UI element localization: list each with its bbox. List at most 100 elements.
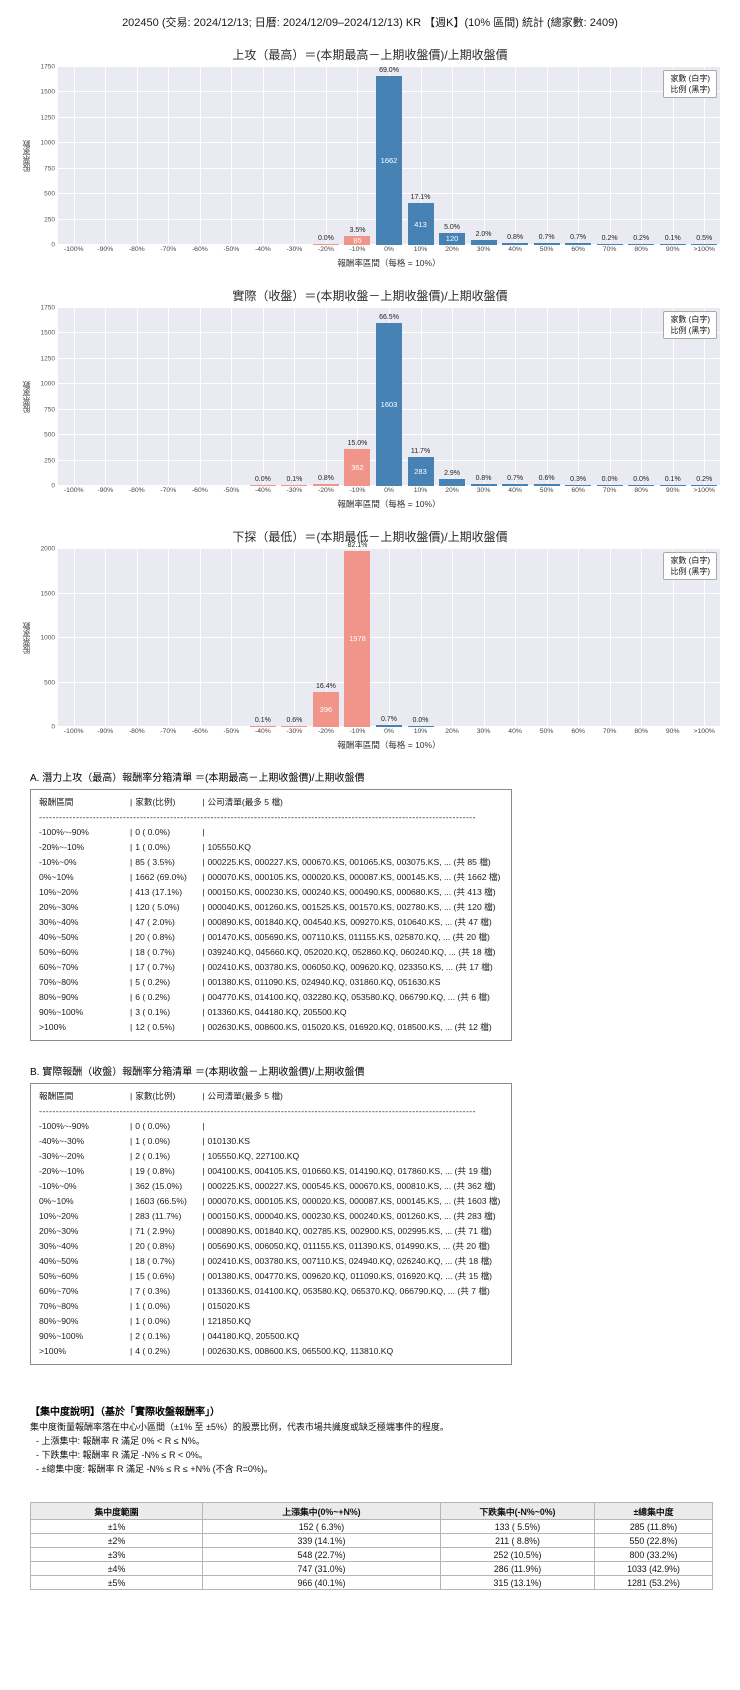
concentration-heading: 【集中度說明】（基於「實際收盤報酬率」） [30, 1407, 220, 1418]
separator: | [202, 932, 205, 942]
separator: | [202, 1286, 205, 1296]
y-tick-label: 1250 [40, 114, 55, 122]
bar-20% [439, 478, 466, 486]
bin-count: 19 ( 0.8%) [135, 1166, 175, 1176]
bar-50% [533, 243, 560, 245]
y-axis-title: 股票家數 [20, 549, 32, 727]
x-tick-label: -30% [286, 246, 303, 253]
v-gridline [483, 549, 485, 727]
y-tick-label: 1750 [40, 304, 55, 312]
separator: | [130, 1331, 133, 1341]
bar-70% [596, 485, 623, 486]
list-row: -40%~-30% | 1 ( 0.0%) | 010130.KS [39, 1134, 503, 1149]
separator-line: ----------------------------------------… [39, 812, 477, 822]
bar-90% [659, 244, 686, 245]
bar--20% [312, 691, 339, 727]
x-tick-label: 50% [539, 487, 554, 494]
bar-pct-label: 0.1% [664, 476, 681, 483]
separator: | [202, 992, 205, 1002]
bin-count: 47 ( 2.0%) [135, 917, 175, 927]
separator: | [202, 1226, 205, 1236]
y-tick-label: 500 [44, 190, 55, 198]
list-row: -100%~-90% | 0 ( 0.0%) | [39, 1119, 503, 1134]
bar-0% [376, 75, 402, 245]
x-tick-label: 60% [571, 246, 585, 253]
x-tick-label: -20% [318, 487, 334, 494]
x-tick-label: -70% [160, 246, 177, 253]
table-cell: ±5% [30, 1575, 203, 1590]
separator: | [202, 1166, 205, 1176]
x-tick-label: 10% [413, 487, 428, 494]
bar--40% [249, 485, 276, 486]
bar-pct-label: 3.5% [349, 227, 366, 235]
bar-pct-label: 0.0% [601, 476, 618, 483]
x-tick-label: >100% [693, 246, 715, 253]
v-gridline [389, 549, 390, 727]
table-cell: ±4% [30, 1561, 203, 1576]
bar-pct-label: 15.0% [347, 440, 368, 448]
bin-range: 0%~10% [39, 872, 74, 882]
v-gridline [515, 67, 517, 245]
v-gridline [420, 308, 422, 486]
list-row: 0%~10% | 1662 (69.0%) | 000070.KS, 000105.KS… [39, 870, 503, 885]
bar-pct-label: 2.9% [444, 469, 461, 477]
v-gridline [515, 549, 517, 727]
chart-legend: 家數 (白字) 比例 (黑字) [663, 311, 717, 339]
h-gridline [58, 548, 720, 549]
bin-count: 1 ( 0.0%) [135, 1301, 171, 1311]
bar-pct-label: 0.8% [507, 233, 524, 241]
bar-70% [596, 244, 623, 245]
list-row: 80%~90% | 6 ( 0.2%) | 004770.KS, 014100.KQ, … [39, 990, 503, 1005]
separator: | [202, 1316, 205, 1326]
v-gridline [73, 308, 75, 486]
bin-range: 10%~20% [39, 1211, 79, 1221]
bar-pct-label: 0.6% [538, 475, 555, 483]
bin-count: 7 ( 0.3%) [135, 1286, 171, 1296]
bin-count: 18 ( 0.7%) [135, 1256, 175, 1266]
bar-count-label: 1978 [349, 634, 366, 644]
bar-count-label: 362 [351, 463, 364, 473]
bin-range: 50%~60% [39, 1271, 79, 1281]
list-row: 20%~30% | 71 ( 2.9%) | 000890.KS, 001840.KQ,… [39, 1224, 503, 1239]
bin-range: 60%~70% [39, 1286, 79, 1296]
y-tick-label: 1000 [40, 139, 55, 147]
v-gridline [325, 67, 327, 245]
bin-range: 90%~100% [39, 1331, 84, 1341]
x-tick-label: >100% [693, 728, 715, 735]
bin-range: 20%~30% [39, 902, 79, 912]
bar-pct-label: 0.1% [286, 476, 303, 483]
separator: | [202, 857, 205, 867]
bin-companies: 000150.KS, 000230.KS, 000240.KS, 000490.… [207, 887, 496, 897]
bin-companies: 000070.KS, 000105.KS, 000020.KS, 000087.… [207, 1196, 501, 1206]
bin-range: 40%~50% [39, 1256, 79, 1266]
x-tick-label: -10% [349, 487, 366, 494]
separator: | [130, 1316, 133, 1326]
bin-companies: 002630.KS, 008600.KS, 065500.KQ, 113810.… [207, 1346, 394, 1356]
separator: | [202, 1151, 205, 1161]
separator: | [130, 992, 133, 1002]
x-tick-label: 10% [413, 728, 428, 735]
x-ticks: -100% -90% -80% -70% -60% -50% -40% -30% -20% -10… [58, 486, 720, 497]
x-tick-label: -40% [254, 487, 271, 494]
bin-range: 90%~100% [39, 1007, 84, 1017]
bar-pct-label: 69.0% [379, 66, 399, 74]
bin-range: 30%~40% [39, 1241, 79, 1251]
separator: | [202, 1091, 205, 1101]
bar-pct-label: 0.8% [475, 474, 492, 482]
x-tick-label: -50% [223, 246, 240, 253]
v-gridline [294, 549, 296, 727]
x-tick-label: 30% [476, 487, 491, 494]
table-cell: 550 (22.8%) [594, 1533, 713, 1548]
separator: | [130, 872, 133, 882]
bin-companies: 121850.KQ [207, 1316, 251, 1326]
bar-pct-label: 0.2% [696, 476, 713, 483]
bar-40% [502, 484, 529, 486]
separator: | [130, 1196, 133, 1206]
x-tick-label: 40% [508, 487, 522, 494]
y-axis-title: 股票家數 [20, 308, 32, 486]
chart-body: 股票家數 0 250 500 750 1000 1250 1500 1750 家數 (白字) … [20, 304, 720, 490]
separator: | [202, 1241, 205, 1251]
list-row: -10%~0% | 362 (15.0%) | 000225.KS, 000227.KS… [39, 1179, 503, 1194]
bin-count: 0 ( 0.0%) [135, 827, 171, 837]
v-gridline [672, 549, 674, 727]
